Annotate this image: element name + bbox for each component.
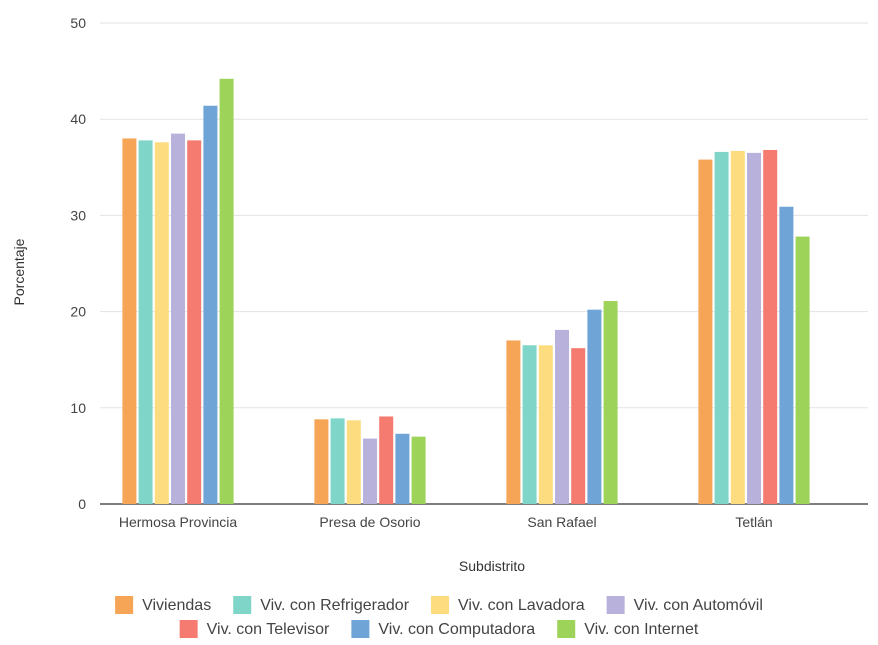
- legend-label: Viv. con Televisor: [207, 621, 330, 638]
- bar: [122, 138, 137, 504]
- y-tick-label: 20: [70, 304, 86, 320]
- legend-label: Viv. con Computadora: [378, 621, 535, 638]
- x-axis-ticks: Hermosa Provincia Presa de Osorio San Rafa…: [119, 514, 773, 530]
- bar: [603, 301, 618, 504]
- bar: [203, 105, 218, 505]
- bar: [138, 140, 153, 504]
- bar: [522, 345, 537, 504]
- y-tick-label: 40: [70, 111, 86, 127]
- bar: [346, 420, 361, 504]
- legend: Viviendas Viv. con Refrigerador Viv. con L…: [115, 596, 763, 638]
- bar: [314, 419, 329, 504]
- bar: [795, 236, 810, 504]
- legend-swatch: [351, 620, 370, 638]
- bar: [219, 78, 234, 505]
- bar: [698, 159, 713, 504]
- legend-swatch: [606, 596, 625, 614]
- y-tick-label: 10: [70, 400, 86, 416]
- y-axis-title: Porcentaje: [11, 238, 27, 305]
- bar: [730, 150, 745, 505]
- legend-label: Viv. con Automóvil: [634, 597, 763, 614]
- bar: [154, 142, 169, 504]
- legend-label: Viv. con Refrigerador: [260, 597, 409, 614]
- bars: [122, 78, 810, 505]
- x-tick-label: Tetlán: [735, 514, 772, 530]
- bar: [763, 149, 778, 504]
- legend-swatch: [115, 596, 134, 614]
- bar: [330, 418, 345, 504]
- bar: [571, 348, 586, 504]
- bar: [379, 416, 394, 504]
- bar: [587, 309, 602, 504]
- bar: [555, 329, 569, 504]
- bar: [506, 340, 521, 504]
- legend-swatch: [179, 620, 198, 638]
- legend-label: Viv. con Internet: [584, 621, 699, 638]
- bar: [411, 436, 426, 504]
- legend-swatch: [233, 596, 252, 614]
- bar: [538, 345, 553, 504]
- bar: [187, 140, 202, 504]
- bar: [395, 433, 410, 504]
- y-tick-label: 0: [78, 496, 86, 512]
- x-tick-label: Presa de Osorio: [319, 514, 420, 530]
- y-tick-label: 50: [70, 15, 86, 31]
- bar: [171, 133, 185, 504]
- x-tick-label: Hermosa Provincia: [119, 514, 237, 530]
- bar: [779, 206, 794, 504]
- legend-label: Viviendas: [142, 597, 211, 614]
- legend-label: Viv. con Lavadora: [458, 597, 585, 614]
- x-tick-label: San Rafael: [527, 514, 596, 530]
- bar: [714, 151, 729, 504]
- bar: [363, 438, 377, 504]
- y-tick-label: 30: [70, 207, 86, 223]
- legend-swatch: [431, 596, 450, 614]
- legend-swatch: [557, 620, 576, 638]
- bar: [747, 152, 761, 504]
- x-axis-title: Subdistrito: [459, 558, 525, 574]
- y-axis-ticks: 0 10 20 30 40 50: [70, 15, 86, 512]
